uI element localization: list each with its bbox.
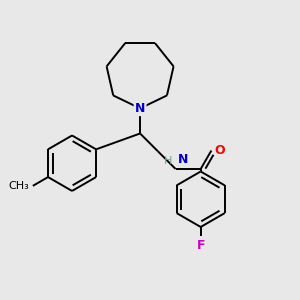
Text: H: H [164,156,172,166]
Text: N: N [135,102,145,115]
Text: F: F [196,239,205,252]
Text: O: O [215,144,225,157]
Text: CH₃: CH₃ [9,181,29,191]
Text: N: N [178,153,189,166]
